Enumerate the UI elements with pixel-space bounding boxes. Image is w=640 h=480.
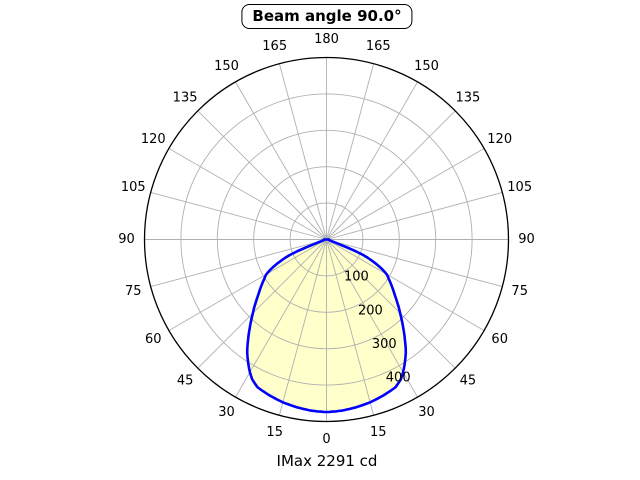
- polar-spoke-gridline: [326, 81, 418, 240]
- angular-tick-label: 15: [370, 425, 387, 440]
- angular-tick-label: 90: [118, 232, 135, 247]
- angular-tick-label: 135: [455, 91, 480, 106]
- polar-spoke-gridline: [168, 148, 327, 240]
- polar-spoke-gridline: [197, 239, 327, 369]
- radial-tick-label: 100: [344, 270, 369, 285]
- imax-label: IMax 2291 cd: [276, 452, 378, 470]
- angular-tick-label: 105: [507, 180, 532, 195]
- polar-spoke-gridline: [278, 239, 327, 416]
- polar-ring-gridline: [289, 202, 364, 277]
- polar-spoke-gridline: [150, 239, 327, 288]
- radial-tick-label: 400: [386, 371, 411, 386]
- polar-spoke-gridline: [197, 110, 327, 240]
- polar-ring-gridline: [180, 93, 473, 386]
- radial-tick-label: 300: [372, 337, 397, 352]
- angular-tick-label: 165: [366, 39, 391, 54]
- angular-tick-label: 60: [145, 332, 162, 347]
- angular-tick-label: 30: [218, 405, 235, 420]
- angular-tick-label: 60: [491, 332, 508, 347]
- angular-tick-label: 150: [414, 59, 439, 74]
- polar-spoke-gridline: [326, 239, 375, 416]
- polar-spoke-gridline: [326, 239, 456, 369]
- angular-tick-label: 75: [511, 284, 528, 299]
- angular-tick-label: 120: [141, 132, 166, 147]
- polar-spoke-gridline: [326, 191, 503, 240]
- angular-tick-label: 15: [266, 425, 283, 440]
- angular-tick-label: 45: [177, 373, 194, 388]
- polar-spoke-gridline: [326, 148, 485, 240]
- polar-spoke-gridline: [326, 239, 503, 288]
- radial-tick-label: 200: [358, 303, 383, 318]
- angular-tick-label: 135: [173, 91, 198, 106]
- polar-spoke-gridline: [150, 191, 327, 240]
- polar-spoke-gridline: [278, 63, 327, 240]
- angular-tick-label: 180: [314, 32, 339, 47]
- angular-tick-label: 165: [262, 39, 287, 54]
- polar-outer-ring: [143, 56, 510, 423]
- angular-tick-label: 150: [214, 59, 239, 74]
- angular-tick-label: 90: [518, 232, 535, 247]
- polar-ring-gridline: [253, 166, 400, 313]
- angular-tick-label: 105: [121, 180, 146, 195]
- chart-title: Beam angle 90.0°: [241, 4, 413, 29]
- polar-spoke-gridline: [168, 239, 327, 331]
- angular-tick-label: 0: [322, 432, 330, 447]
- beam-curve: [245, 238, 408, 414]
- angular-tick-label: 45: [460, 373, 477, 388]
- polar-ring-gridline: [216, 129, 437, 350]
- angular-tick-label: 120: [487, 132, 512, 147]
- angular-tick-label: 30: [418, 405, 435, 420]
- angular-tick-label: 75: [125, 284, 142, 299]
- polar-spoke-gridline: [326, 239, 485, 331]
- polar-spoke-gridline: [326, 110, 456, 240]
- polar-spoke-gridline: [235, 81, 327, 240]
- polar-spoke-gridline: [326, 63, 375, 240]
